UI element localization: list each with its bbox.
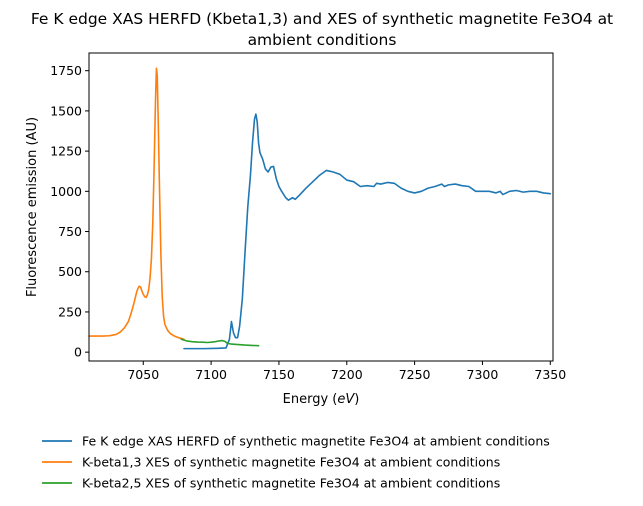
x-axis-label-suffix: ) xyxy=(354,392,359,407)
y-tick-label: 1250 xyxy=(50,144,82,159)
title-line-1: Fe K edge XAS HERFD (Kbeta1,3) and XES o… xyxy=(31,10,613,28)
legend-label-3: K-beta2,5 XES of synthetic magnetite Fe3… xyxy=(82,476,500,491)
y-tick-label: 1750 xyxy=(50,63,82,78)
plot-area-frame xyxy=(88,52,554,362)
x-tick-label: 7150 xyxy=(263,367,295,382)
x-tick-label: 7100 xyxy=(195,367,227,382)
y-tick-label: 0 xyxy=(74,345,82,360)
x-tick-label: 7350 xyxy=(534,367,566,382)
legend: Fe K edge XAS HERFD of synthetic magneti… xyxy=(42,434,550,491)
series-line-2 xyxy=(88,67,185,341)
y-tick-label: 1000 xyxy=(50,184,82,199)
x-tick-label: 7250 xyxy=(399,367,431,382)
x-axis-label-prefix: Energy ( xyxy=(283,392,338,407)
legend-label-2: K-beta1,3 XES of synthetic magnetite Fe3… xyxy=(82,455,500,470)
series-line-1 xyxy=(183,113,552,350)
x-axis-label-unit: eV xyxy=(337,392,355,407)
legend-label-1: Fe K edge XAS HERFD of synthetic magneti… xyxy=(82,434,550,449)
y-tick-label: 250 xyxy=(58,304,82,319)
x-tick-label: 7300 xyxy=(467,367,499,382)
y-axis-label: Fluorescence emission (AU) xyxy=(25,117,40,297)
x-axis-label: Energy (eV) xyxy=(283,392,360,407)
tick-layer: 7050 7100 7150 7200 7250 7300 7350 0 250 500 750 10… xyxy=(50,63,566,382)
series-layer xyxy=(88,67,552,350)
y-tick-label: 500 xyxy=(58,264,82,279)
series-line-3 xyxy=(180,338,260,347)
title-line-2: ambient conditions xyxy=(248,31,397,49)
x-tick-label: 7200 xyxy=(331,367,363,382)
chart-title: Fe K edge XAS HERFD (Kbeta1,3) and XES o… xyxy=(31,10,613,49)
x-tick-label: 7050 xyxy=(127,367,159,382)
y-tick-label: 750 xyxy=(58,224,82,239)
y-tick-label: 1500 xyxy=(50,103,82,118)
